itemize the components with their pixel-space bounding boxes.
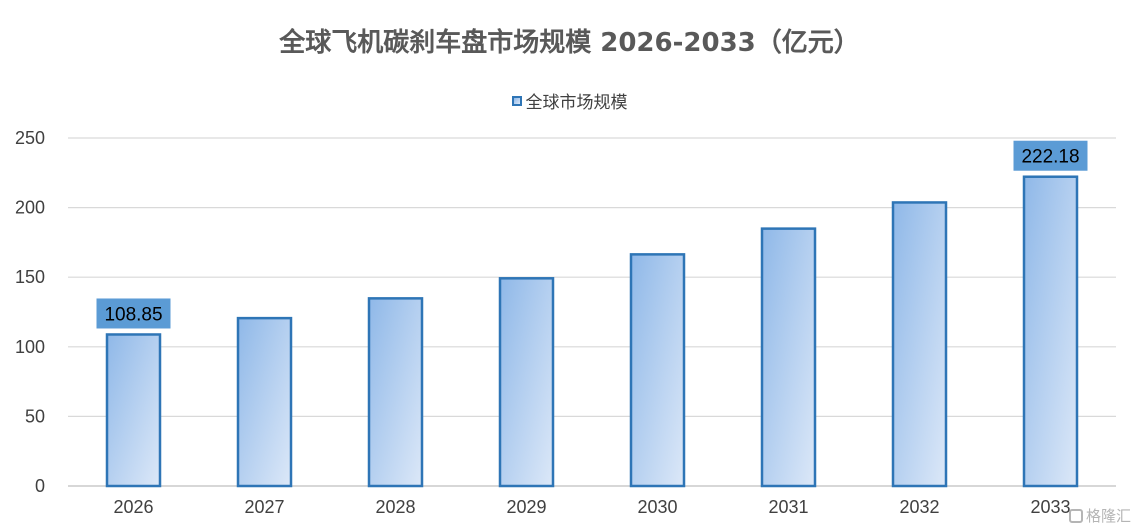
x-tick-label: 2032 [899, 497, 939, 517]
bar [105, 333, 162, 488]
x-tick-label: 2026 [113, 497, 153, 517]
data-label: 222.18 [1021, 147, 1079, 168]
y-tick-label: 200 [15, 198, 45, 218]
watermark: 格隆汇 [1068, 505, 1131, 526]
y-tick-label: 0 [35, 476, 45, 496]
bar [1022, 175, 1079, 488]
bar [629, 253, 686, 488]
legend-swatch [511, 95, 522, 106]
x-tick-label: 2030 [637, 497, 677, 517]
y-tick-label: 50 [25, 406, 45, 426]
bar [760, 227, 817, 488]
x-tick-label: 2027 [244, 497, 284, 517]
y-tick-label: 150 [15, 267, 45, 287]
bar [367, 297, 424, 488]
data-label-box [1013, 140, 1088, 171]
bar [236, 316, 293, 488]
data-label: 108.85 [104, 304, 162, 325]
legend-label: 全球市场规模 [525, 93, 628, 113]
data-label-box [96, 298, 171, 329]
watermark-text: 格隆汇 [1085, 507, 1131, 525]
legend: 全球市场规模 [0, 88, 1139, 113]
bar [498, 277, 555, 488]
y-tick-label: 100 [15, 337, 45, 357]
y-tick-label: 250 [15, 128, 45, 148]
x-tick-label: 2033 [1030, 497, 1070, 517]
bar [891, 201, 948, 488]
x-tick-label: 2029 [506, 497, 546, 517]
chart-title: 全球飞机碳刹车盘市场规模 2026-2033（亿元） [279, 28, 860, 58]
x-tick-label: 2028 [375, 497, 415, 517]
glh-logo-icon [1068, 508, 1083, 523]
x-tick-label: 2031 [768, 497, 808, 517]
